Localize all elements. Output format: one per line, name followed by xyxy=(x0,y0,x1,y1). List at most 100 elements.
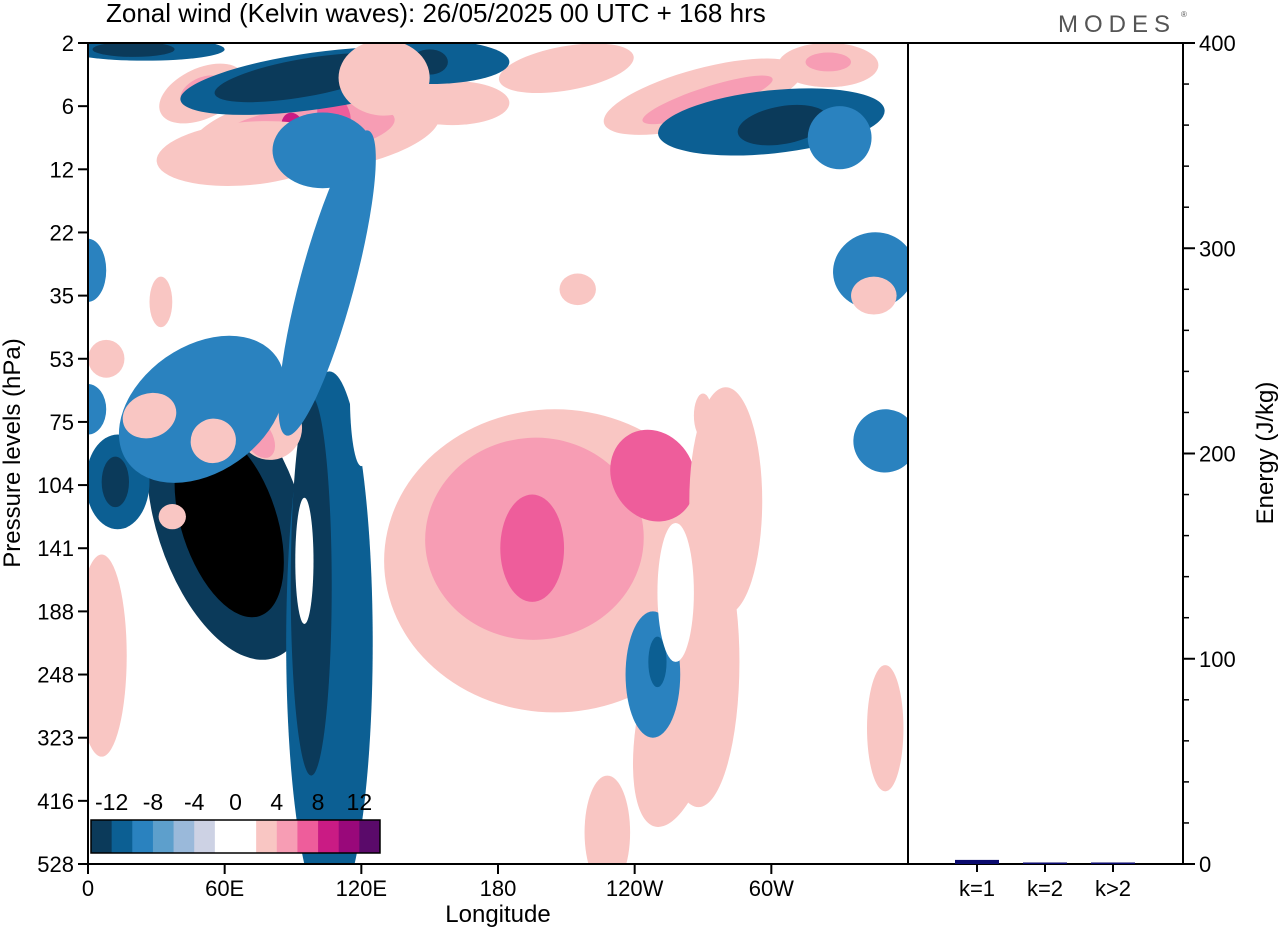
contour-blob-42 xyxy=(118,335,285,483)
colorbar-label--12: -12 xyxy=(95,789,128,815)
pressure-tick-label-416: 416 xyxy=(37,789,74,814)
contour-blob-55 xyxy=(349,327,373,467)
contour-blob-27 xyxy=(805,52,852,72)
energy-bar-k=1 xyxy=(955,859,999,864)
colorbar-swatch-5 xyxy=(194,820,216,853)
contour-blob-49 xyxy=(88,384,107,435)
contour-blob-10 xyxy=(500,494,565,602)
contour-blob-51 xyxy=(807,106,872,170)
contour-blob-57 xyxy=(190,418,236,464)
longitude-tick-label-60W: 60W xyxy=(749,876,794,901)
contour-blob-3 xyxy=(208,480,255,573)
colorbar-swatch-13 xyxy=(359,820,381,853)
longitude-tick-label-0: 0 xyxy=(82,876,94,901)
colorbar-swatch-4 xyxy=(173,820,195,853)
colorbar-label-0: 0 xyxy=(229,789,242,815)
energy-tick-label-400: 400 xyxy=(1199,31,1236,56)
brand-name: MODES xyxy=(1058,11,1176,38)
heatmap-plot xyxy=(88,43,908,864)
pressure-tick-label-35: 35 xyxy=(50,284,74,309)
contour-blob-59 xyxy=(158,504,186,530)
longitude-tick-label-120E: 120E xyxy=(336,876,387,901)
brand-logo: MODES ® xyxy=(1058,10,1187,38)
contour-blob-50 xyxy=(272,112,373,189)
contour-blob-61 xyxy=(149,276,173,328)
colorbar-swatch-8 xyxy=(256,820,278,853)
energy-tick-label-200: 200 xyxy=(1199,442,1236,467)
energy-tick-label-300: 300 xyxy=(1199,236,1236,261)
contour-blob-25 xyxy=(642,75,773,125)
longitude-tick-label-120W: 120W xyxy=(606,876,664,901)
colorbar-swatch-11 xyxy=(318,820,340,853)
pressure-tick-label-75: 75 xyxy=(50,410,74,435)
contour-blob-28 xyxy=(498,43,634,94)
pressure-tick-label-188: 188 xyxy=(37,599,74,624)
contour-blob-60 xyxy=(559,273,596,306)
contour-blob-13 xyxy=(584,775,631,864)
contour-blob-53 xyxy=(657,522,694,662)
contour-blob-15 xyxy=(88,554,127,757)
colorbar-swatch-3 xyxy=(152,820,175,853)
longitude-tick-label-180: 180 xyxy=(480,876,517,901)
colorbar-swatch-2 xyxy=(132,820,154,853)
contour-blob-41 xyxy=(338,43,430,116)
pressure-tick-label-22: 22 xyxy=(50,220,74,245)
contour-blob-35 xyxy=(737,104,828,146)
contour-blob-58 xyxy=(693,393,713,438)
contour-blob-11 xyxy=(610,429,696,522)
contour-blob-47 xyxy=(853,409,908,473)
energy-bar-chart: k=1 k=2 k>2 xyxy=(907,42,1184,901)
energy-frame xyxy=(907,42,1184,865)
contour-blob-56 xyxy=(122,392,177,439)
contour-blob-33 xyxy=(92,43,175,57)
pressure-axis: 2 6 12 22 35 53 75 104 141 188 248 323 416 528 xyxy=(37,31,88,877)
pressure-tick-label-2: 2 xyxy=(62,31,74,56)
longitude-tick-label-60E: 60E xyxy=(205,876,244,901)
energy-category-label-k>2: k>2 xyxy=(1095,876,1131,901)
contour-blob-40 xyxy=(867,665,904,792)
colorbar-label-4: 4 xyxy=(270,789,283,815)
pressure-tick-label-6: 6 xyxy=(62,94,74,119)
contour-blob-46 xyxy=(648,636,667,688)
contour-blob-54 xyxy=(295,497,314,625)
brand-mark: ® xyxy=(1181,10,1187,19)
pressure-tick-label-528: 528 xyxy=(37,852,74,877)
colorbar-swatch-10 xyxy=(297,820,319,853)
energy-category-label-k=1: k=1 xyxy=(959,876,995,901)
colorbar-label--4: -4 xyxy=(184,789,205,815)
energy-axis: 0 100 200 300 400 xyxy=(1183,31,1236,877)
colorbar-frame xyxy=(90,819,381,854)
energy-bar-k=2 xyxy=(1023,862,1067,864)
colorbar-label-8: 8 xyxy=(312,789,325,815)
longitude-axis: 0 60E 120E 180 120W 60W xyxy=(82,864,794,901)
energy-tick-label-100: 100 xyxy=(1199,647,1236,672)
pressure-tick-label-104: 104 xyxy=(37,473,74,498)
pressure-tick-label-323: 323 xyxy=(37,726,74,751)
colorbar-swatch-1 xyxy=(111,820,133,853)
colorbar-label-12: 12 xyxy=(347,789,373,815)
contour-blob-43 xyxy=(278,130,376,436)
colorbar-label--8: -8 xyxy=(143,789,163,815)
colorbar-swatch-7 xyxy=(235,820,257,853)
chart-title: Zonal wind (Kelvin waves): 26/05/2025 00… xyxy=(106,0,766,28)
pressure-tick-label-12: 12 xyxy=(50,157,74,182)
contour-blob-62 xyxy=(88,339,125,378)
colorbar-swatch-12 xyxy=(338,820,360,853)
colorbar-swatch-6 xyxy=(214,820,236,853)
pressure-tick-label-53: 53 xyxy=(50,347,74,372)
pressure-axis-label: Pressure levels (hPa) xyxy=(0,338,26,567)
pressure-tick-label-248: 248 xyxy=(37,663,74,688)
colorbar-swatch-9 xyxy=(276,820,298,853)
pressure-tick-label-141: 141 xyxy=(37,536,74,561)
colorbar-swatch-0 xyxy=(91,820,113,853)
energy-axis-label: Energy (J/kg) xyxy=(1252,382,1279,525)
contour-blob-48 xyxy=(88,238,107,302)
colorbar-legend: -12 -8 -4 0 4 8 12 xyxy=(90,789,381,854)
energy-tick-label-0: 0 xyxy=(1199,852,1211,877)
energy-category-label-k=2: k=2 xyxy=(1027,876,1063,901)
contour-blob-52 xyxy=(851,276,897,315)
longitude-axis-label: Longitude xyxy=(445,901,550,928)
contour-blob-7 xyxy=(101,456,129,508)
energy-bar-k>2 xyxy=(1091,862,1135,864)
